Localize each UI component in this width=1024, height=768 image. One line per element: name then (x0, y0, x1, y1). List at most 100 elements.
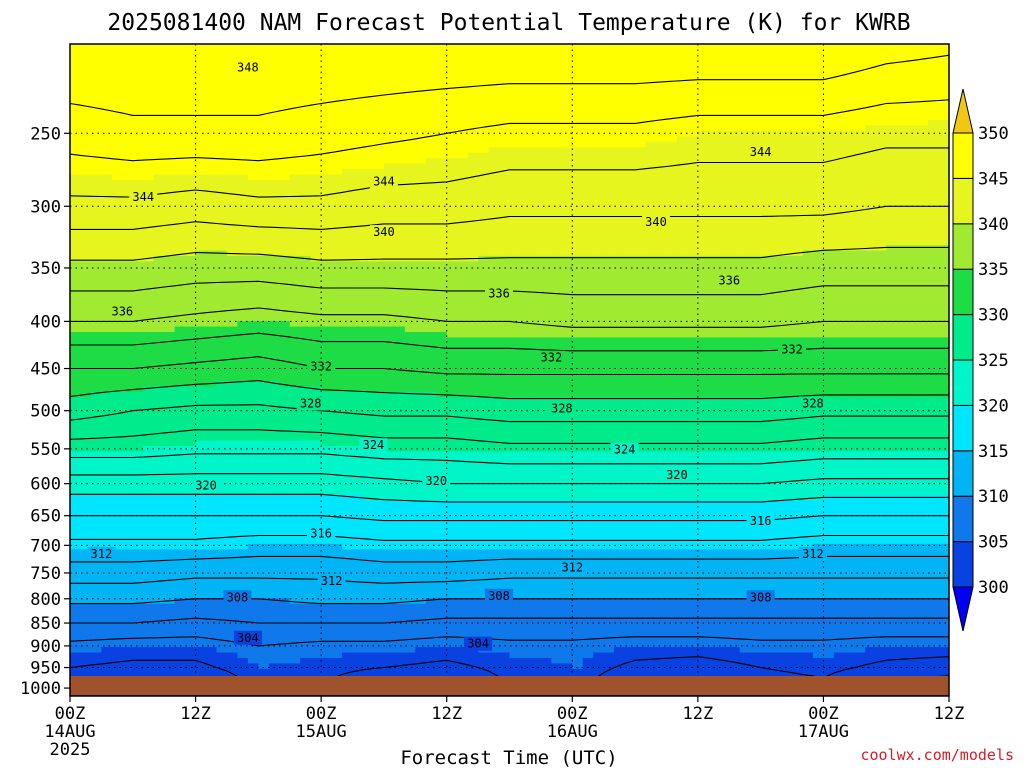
heatmap-cell (415, 136, 427, 143)
heatmap-cell (132, 266, 144, 273)
heatmap-cell (394, 549, 406, 556)
heatmap-cell (425, 554, 437, 561)
heatmap-cell (101, 625, 113, 632)
heatmap-cell (310, 484, 322, 491)
heatmap-cell (279, 657, 291, 664)
heatmap-cell (352, 217, 364, 224)
heatmap-cell (237, 261, 249, 268)
heatmap-cell (90, 576, 102, 583)
heatmap-cell (101, 49, 113, 56)
heatmap-cell (467, 201, 479, 208)
heatmap-cell (478, 353, 490, 360)
heatmap-cell (195, 527, 207, 534)
heatmap-cell (237, 657, 249, 664)
heatmap-cell (279, 288, 291, 295)
heatmap-cell (101, 299, 113, 306)
heatmap-cell (446, 293, 458, 300)
heatmap-cell (404, 272, 416, 279)
heatmap-cell (111, 223, 123, 230)
heatmap-cell (363, 391, 375, 398)
heatmap-cell (195, 391, 207, 398)
heatmap-cell (143, 163, 155, 170)
heatmap-cell (488, 630, 500, 637)
heatmap-cell (446, 201, 458, 208)
heatmap-cell (279, 397, 291, 404)
heatmap-cell (237, 370, 249, 377)
heatmap-cell (258, 179, 270, 186)
heatmap-cell (457, 576, 469, 583)
heatmap-cell (446, 120, 458, 127)
heatmap-cell (216, 668, 228, 675)
heatmap-cell (415, 429, 427, 436)
heatmap-cell (258, 158, 270, 165)
heatmap-cell (478, 234, 490, 241)
heatmap-cell (279, 636, 291, 643)
heatmap-cell (237, 54, 249, 61)
heatmap-cell (383, 418, 395, 425)
heatmap-cell (80, 304, 92, 311)
heatmap-cell (226, 456, 239, 463)
heatmap-cell (300, 359, 312, 366)
heatmap-cell (457, 462, 469, 469)
heatmap-cell (425, 293, 437, 300)
heatmap-cell (383, 456, 395, 463)
heatmap-cell (415, 54, 427, 61)
heatmap-cell (342, 223, 354, 230)
heatmap-cell (122, 386, 134, 393)
heatmap-cell (195, 130, 207, 137)
heatmap-cell (90, 353, 102, 360)
heatmap-cell (216, 625, 228, 632)
heatmap-cell (331, 386, 343, 393)
heatmap-cell (342, 408, 354, 415)
heatmap-cell (132, 125, 144, 132)
heatmap-cell (80, 185, 92, 192)
heatmap-cell (415, 451, 427, 458)
heatmap-cell (195, 571, 207, 578)
heatmap-cell (101, 60, 113, 67)
heatmap-cell (206, 179, 218, 186)
heatmap-cell (467, 494, 479, 501)
heatmap-cell (185, 163, 197, 170)
heatmap-cell (289, 315, 301, 322)
heatmap-cell (342, 370, 354, 377)
heatmap-cell (80, 331, 92, 338)
heatmap-cell (226, 657, 239, 664)
heatmap-cell (383, 310, 395, 317)
heatmap-cell (268, 413, 280, 420)
heatmap-cell (122, 212, 134, 219)
heatmap-cell (352, 54, 364, 61)
heatmap-cell (404, 201, 416, 208)
heatmap-cell (488, 370, 500, 377)
heatmap-cell (467, 451, 479, 458)
heatmap-cell (383, 92, 395, 99)
heatmap-cell (195, 587, 207, 594)
heatmap-cell (342, 657, 354, 664)
heatmap-cell (122, 478, 134, 485)
heatmap-cell (153, 196, 165, 203)
heatmap-cell (478, 359, 490, 366)
heatmap-cell (488, 228, 500, 235)
heatmap-cell (90, 49, 102, 56)
heatmap-cell (446, 342, 458, 349)
heatmap-cell (279, 283, 291, 290)
heatmap-cell (310, 304, 322, 311)
heatmap-cell (300, 571, 312, 578)
heatmap-cell (153, 603, 165, 610)
heatmap-cell (310, 49, 322, 56)
heatmap-cell (258, 359, 270, 366)
heatmap-cell (268, 451, 280, 458)
heatmap-cell (70, 625, 82, 632)
heatmap-cell (164, 130, 176, 137)
heatmap-cell (226, 560, 239, 567)
heatmap-cell (478, 272, 490, 279)
heatmap-cell (342, 76, 354, 83)
heatmap-cell (132, 234, 144, 241)
heatmap-cell (331, 65, 343, 72)
heatmap-cell (352, 592, 364, 599)
heatmap-cell (237, 484, 249, 491)
heatmap-cell (394, 614, 406, 621)
heatmap-cell (321, 120, 333, 127)
heatmap-cell (467, 60, 479, 67)
heatmap-cell (111, 647, 123, 654)
heatmap-cell (122, 500, 134, 507)
